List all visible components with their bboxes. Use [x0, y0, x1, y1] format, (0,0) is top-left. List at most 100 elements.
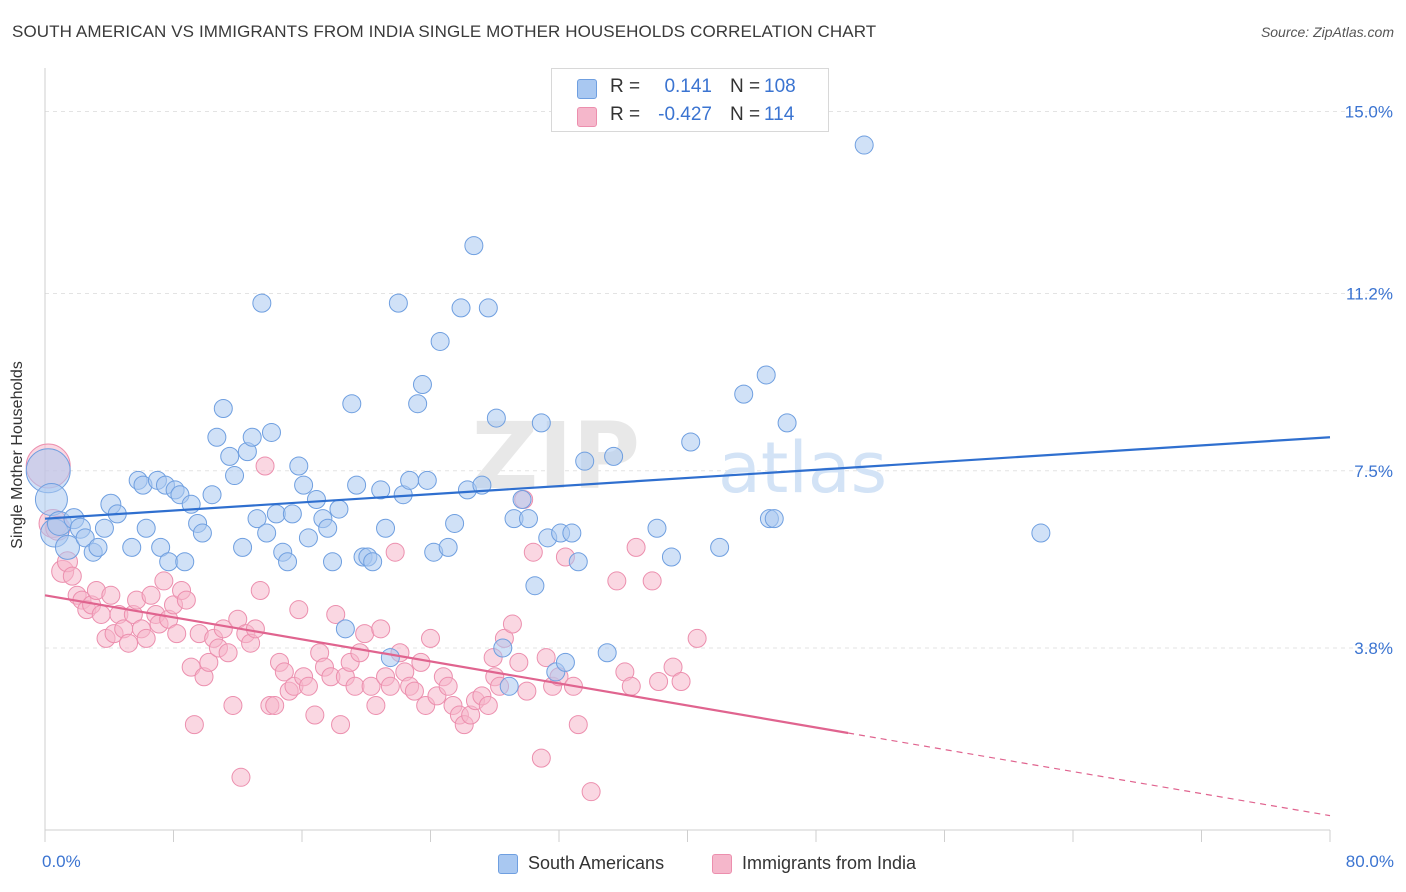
data-point	[245, 619, 265, 639]
data-point	[167, 624, 187, 644]
data-point	[734, 384, 754, 404]
legend-swatch-pink	[712, 854, 732, 874]
data-point	[141, 585, 161, 605]
data-point	[581, 782, 601, 802]
data-point	[536, 648, 556, 668]
data-point	[710, 537, 730, 557]
data-point	[385, 542, 405, 562]
data-point	[525, 576, 545, 596]
data-point	[184, 715, 204, 735]
data-point	[555, 652, 575, 672]
data-point	[363, 552, 383, 572]
data-point	[478, 298, 498, 318]
data-point	[220, 446, 240, 466]
x-tick-label-max: 80.0%	[1345, 852, 1394, 871]
data-point	[412, 375, 432, 395]
data-point	[361, 676, 381, 696]
data-point	[430, 331, 450, 351]
trend-line-south-americans	[44, 436, 1331, 520]
data-point	[671, 672, 691, 692]
trend-lines	[44, 436, 1331, 817]
data-point	[621, 676, 641, 696]
x-tick-label-min: 0.0%	[42, 852, 81, 871]
data-point	[445, 513, 465, 533]
data-point	[326, 604, 346, 624]
data-point	[388, 293, 408, 313]
data-point	[687, 628, 707, 648]
data-point	[411, 652, 431, 672]
legend-r-label: R =	[610, 76, 641, 97]
data-point	[568, 552, 588, 572]
data-point	[509, 652, 529, 672]
data-point	[136, 628, 156, 648]
data-point	[247, 509, 267, 529]
data-point	[626, 537, 646, 557]
data-point	[478, 695, 498, 715]
data-point	[597, 643, 617, 663]
data-point	[345, 676, 365, 696]
data-point	[289, 456, 309, 476]
y-axis-label: Single Mother Households	[9, 361, 26, 549]
data-point	[255, 456, 275, 476]
data-point	[575, 451, 595, 471]
data-point	[642, 571, 662, 591]
data-point	[517, 681, 537, 701]
data-point	[380, 676, 400, 696]
legend-swatch-blue	[498, 854, 518, 874]
data-point	[199, 652, 219, 672]
data-point	[531, 413, 551, 433]
data-point	[499, 676, 519, 696]
legend-label: Immigrants from India	[742, 853, 917, 873]
data-point	[607, 571, 627, 591]
data-point	[647, 518, 667, 538]
data-point	[266, 504, 286, 524]
data-point	[777, 413, 797, 433]
data-point	[764, 509, 784, 529]
data-point	[486, 408, 506, 428]
legend-swatch-blue	[577, 79, 597, 99]
data-point	[225, 466, 245, 486]
data-point	[136, 518, 156, 538]
correlation-legend: R = 0.141 N = 108 R = -0.427 N = 114	[551, 68, 829, 132]
data-point	[122, 537, 142, 557]
data-point	[531, 748, 551, 768]
legend-swatch-pink	[577, 107, 597, 127]
data-point	[649, 672, 669, 692]
data-point	[242, 427, 262, 447]
data-point	[404, 681, 424, 701]
data-point	[493, 638, 513, 658]
data-point	[342, 394, 362, 414]
data-point	[119, 633, 139, 653]
legend-r-label: R =	[610, 104, 641, 125]
data-point	[75, 528, 95, 548]
legend-row-south-americans: R = 0.141 N = 108	[552, 73, 828, 101]
data-point	[438, 537, 458, 557]
data-point	[278, 552, 298, 572]
chart-title: SOUTH AMERICAN VS IMMIGRANTS FROM INDIA …	[12, 22, 877, 41]
source-label: Source: ZipAtlas.com	[1260, 24, 1394, 40]
data-point	[218, 643, 238, 663]
data-point	[400, 470, 420, 490]
legend-r-value: 0.141	[664, 76, 712, 97]
data-point	[181, 657, 201, 677]
data-point	[347, 475, 367, 495]
data-point	[323, 552, 343, 572]
data-point	[376, 518, 396, 538]
y-tick-label: 11.2%	[1346, 285, 1393, 304]
y-tick-label: 15.0%	[1345, 103, 1393, 122]
data-point	[261, 422, 281, 442]
data-point	[371, 480, 391, 500]
data-point	[294, 475, 314, 495]
data-point	[854, 135, 874, 155]
data-point	[329, 499, 349, 519]
y-tick-labels: 3.8% 7.5% 11.2% 15.0%	[1345, 103, 1393, 658]
legend-n-label: N =	[730, 76, 761, 97]
data-point	[562, 523, 582, 543]
data-point	[568, 715, 588, 735]
data-point	[756, 365, 776, 385]
legend-n-value: 114	[764, 104, 795, 125]
data-point	[54, 534, 80, 560]
data-point	[176, 590, 196, 610]
data-point	[151, 537, 171, 557]
